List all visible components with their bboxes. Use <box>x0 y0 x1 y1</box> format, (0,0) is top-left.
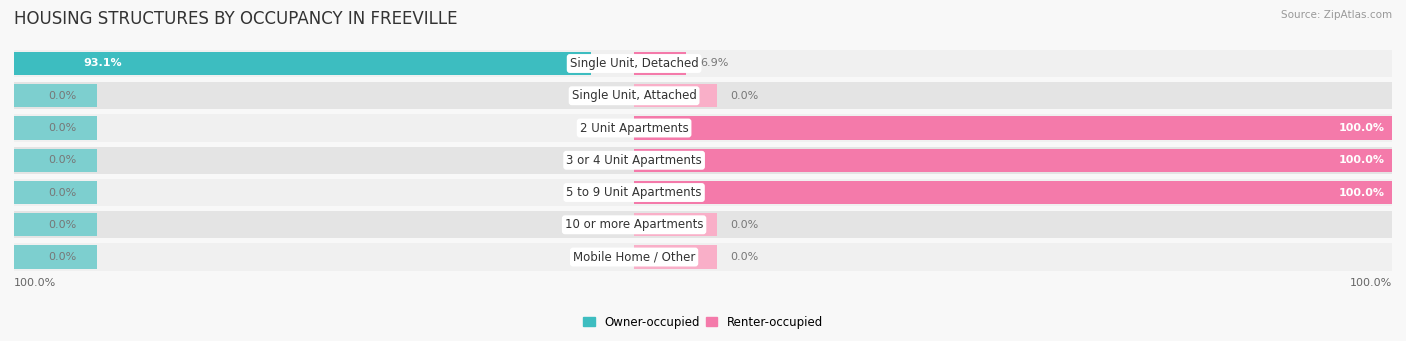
Text: 5 to 9 Unit Apartments: 5 to 9 Unit Apartments <box>567 186 702 199</box>
Bar <box>634 116 1392 139</box>
Bar <box>14 114 1392 142</box>
Text: 3 or 4 Unit Apartments: 3 or 4 Unit Apartments <box>567 154 702 167</box>
Text: Mobile Home / Other: Mobile Home / Other <box>572 251 696 264</box>
Bar <box>14 116 97 139</box>
Text: 100.0%: 100.0% <box>1339 123 1385 133</box>
Bar <box>14 179 1392 206</box>
Text: 2 Unit Apartments: 2 Unit Apartments <box>579 121 689 134</box>
Legend: Owner-occupied, Renter-occupied: Owner-occupied, Renter-occupied <box>578 311 828 333</box>
Text: 0.0%: 0.0% <box>731 91 759 101</box>
Bar <box>14 50 1392 77</box>
Bar <box>634 84 717 107</box>
Bar <box>14 246 97 269</box>
Bar <box>634 181 1392 204</box>
Text: HOUSING STRUCTURES BY OCCUPANCY IN FREEVILLE: HOUSING STRUCTURES BY OCCUPANCY IN FREEV… <box>14 10 457 28</box>
Bar <box>14 84 97 107</box>
Text: 0.0%: 0.0% <box>48 220 76 230</box>
Text: Single Unit, Attached: Single Unit, Attached <box>572 89 696 102</box>
Text: 0.0%: 0.0% <box>48 188 76 197</box>
Bar <box>634 246 717 269</box>
Text: 100.0%: 100.0% <box>1339 188 1385 197</box>
Text: Single Unit, Detached: Single Unit, Detached <box>569 57 699 70</box>
Text: 0.0%: 0.0% <box>731 252 759 262</box>
Text: 100.0%: 100.0% <box>1350 278 1392 288</box>
Text: 6.9%: 6.9% <box>700 59 728 69</box>
Bar <box>14 82 1392 109</box>
Bar <box>14 149 97 172</box>
Bar <box>634 52 686 75</box>
Bar <box>14 181 97 204</box>
Bar <box>14 52 592 75</box>
Text: 0.0%: 0.0% <box>48 252 76 262</box>
Text: 100.0%: 100.0% <box>14 278 56 288</box>
Text: 0.0%: 0.0% <box>48 155 76 165</box>
Bar <box>634 149 1392 172</box>
Bar <box>14 213 97 236</box>
Text: 93.1%: 93.1% <box>83 59 122 69</box>
Text: 0.0%: 0.0% <box>48 91 76 101</box>
Bar <box>14 243 1392 271</box>
Text: 0.0%: 0.0% <box>48 123 76 133</box>
Text: 0.0%: 0.0% <box>731 220 759 230</box>
Bar <box>634 213 717 236</box>
Text: Source: ZipAtlas.com: Source: ZipAtlas.com <box>1281 10 1392 20</box>
Bar <box>14 147 1392 174</box>
Bar <box>14 211 1392 238</box>
Text: 100.0%: 100.0% <box>1339 155 1385 165</box>
Text: 10 or more Apartments: 10 or more Apartments <box>565 218 703 231</box>
